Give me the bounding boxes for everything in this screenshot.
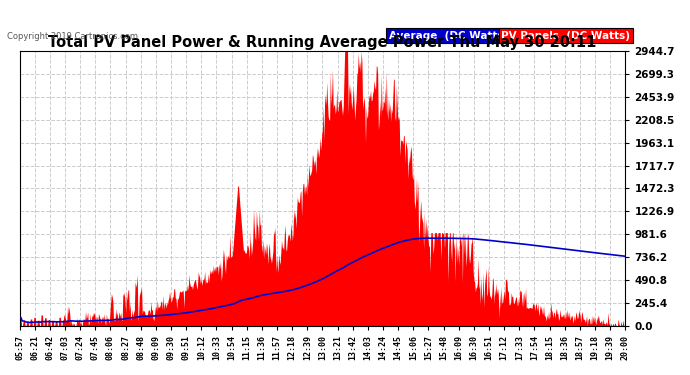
Text: PV Panels  (DC Watts): PV Panels (DC Watts)	[501, 31, 630, 40]
Text: Average  (DC Watts): Average (DC Watts)	[389, 31, 509, 40]
Text: Copyright 2019 Cartronics.com: Copyright 2019 Cartronics.com	[7, 32, 138, 41]
Title: Total PV Panel Power & Running Average Power Thu May 30 20:11: Total PV Panel Power & Running Average P…	[48, 35, 597, 50]
